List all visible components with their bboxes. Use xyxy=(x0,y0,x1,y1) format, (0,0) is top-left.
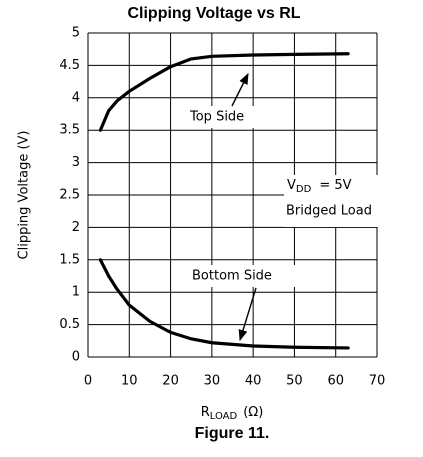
label-bg xyxy=(186,106,268,128)
x-tick-label: 40 xyxy=(245,374,262,389)
x-label-sub: LOAD xyxy=(210,411,238,422)
y-tick-label: 2.5 xyxy=(59,188,80,203)
y-tick-label: 4 xyxy=(72,90,80,105)
x-tick-label: 50 xyxy=(286,374,303,389)
supply-sub: DD xyxy=(296,184,312,195)
y-axis-label: Clipping Voltage (V) xyxy=(17,131,32,260)
y-tick-label: 1 xyxy=(72,285,80,300)
chart-title: Clipping Voltage vs RL xyxy=(127,5,300,22)
y-tick-label: 5 xyxy=(72,26,80,41)
figure-caption: Figure 11. xyxy=(195,425,270,442)
x-tick-label: 10 xyxy=(121,374,138,389)
y-tick-label: 1.5 xyxy=(59,252,80,267)
y-tick-label: 4.5 xyxy=(59,58,80,73)
series-label: Top Side xyxy=(189,110,244,125)
supply-annotation: VDD = 5V xyxy=(287,178,352,196)
x-tick-label: 0 xyxy=(84,374,92,389)
x-tick-label: 20 xyxy=(162,374,179,389)
curve xyxy=(98,52,350,132)
label-bg xyxy=(184,265,298,287)
x-axis-label: RLOAD (Ω) xyxy=(201,405,264,423)
y-tick-label: 2 xyxy=(72,220,80,235)
supply-main: V xyxy=(287,178,296,193)
y-tick-label: 0.5 xyxy=(59,317,80,332)
curve xyxy=(98,258,350,350)
load-annotation: Bridged Load xyxy=(286,204,372,219)
x-label-unit: (Ω) xyxy=(243,405,263,420)
supply-rest: = 5V xyxy=(319,178,351,193)
x-tick-label: 60 xyxy=(327,374,344,389)
y-tick-label: 0 xyxy=(72,350,80,365)
arrow xyxy=(238,287,257,342)
y-tick-label: 3 xyxy=(72,155,80,170)
arrow xyxy=(231,72,249,107)
series-label: Bottom Side xyxy=(192,269,272,284)
annotation-bg xyxy=(284,175,410,227)
x-tick-label: 70 xyxy=(369,374,386,389)
x-tick-label: 30 xyxy=(204,374,221,389)
x-label-main: R xyxy=(201,405,210,420)
y-tick-label: 3.5 xyxy=(59,123,80,138)
